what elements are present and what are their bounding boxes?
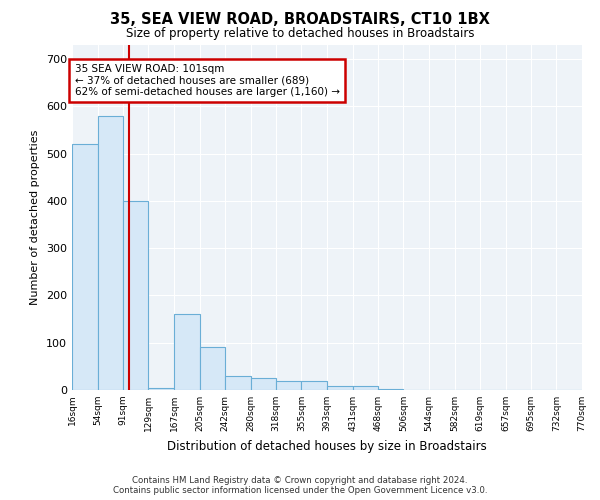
Bar <box>251 378 276 390</box>
Bar <box>200 348 225 390</box>
Bar <box>225 376 251 390</box>
Bar <box>123 201 148 390</box>
Bar <box>148 388 174 390</box>
Bar <box>378 388 403 390</box>
Bar <box>174 314 200 390</box>
Bar <box>327 386 353 390</box>
Text: Size of property relative to detached houses in Broadstairs: Size of property relative to detached ho… <box>126 28 474 40</box>
Bar <box>98 116 123 390</box>
Y-axis label: Number of detached properties: Number of detached properties <box>31 130 40 305</box>
Bar <box>72 144 98 390</box>
Text: 35, SEA VIEW ROAD, BROADSTAIRS, CT10 1BX: 35, SEA VIEW ROAD, BROADSTAIRS, CT10 1BX <box>110 12 490 28</box>
Bar <box>301 382 327 390</box>
Bar <box>353 386 378 390</box>
Text: 35 SEA VIEW ROAD: 101sqm
← 37% of detached houses are smaller (689)
62% of semi-: 35 SEA VIEW ROAD: 101sqm ← 37% of detach… <box>75 64 340 97</box>
Text: Contains HM Land Registry data © Crown copyright and database right 2024.
Contai: Contains HM Land Registry data © Crown c… <box>113 476 487 495</box>
Bar <box>276 382 301 390</box>
X-axis label: Distribution of detached houses by size in Broadstairs: Distribution of detached houses by size … <box>167 440 487 452</box>
